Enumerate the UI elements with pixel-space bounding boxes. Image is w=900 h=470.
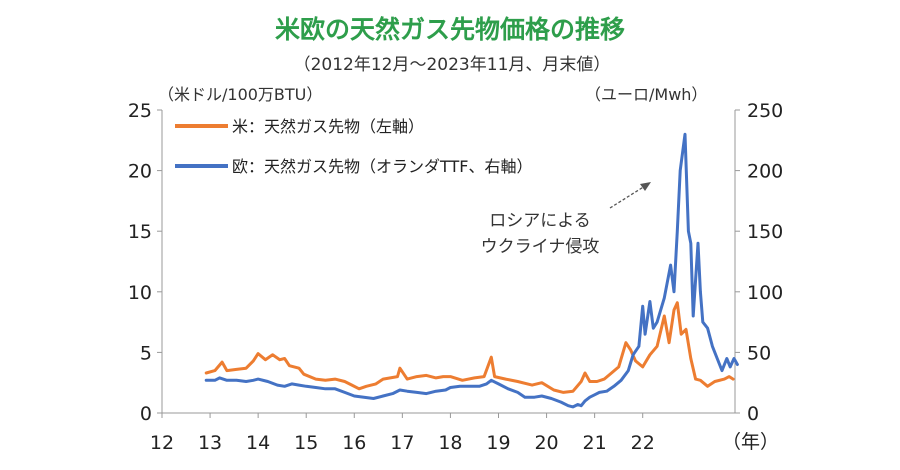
x-tick-label: 18 [438, 432, 462, 454]
x-axis-unit: （年） [722, 431, 779, 453]
annotation-arrow [609, 185, 646, 209]
legend-label-us: 米：天然ガス先物（左軸） [232, 117, 424, 136]
x-axis-ticks: 12 13 14 15 16 17 18 19 20 21 22 [150, 413, 655, 454]
legend-label-eu: 欧：天然ガス先物（オランダTTF、右軸） [232, 157, 532, 176]
series-line-eu-gas [204, 132, 739, 409]
left-tick-label: 15 [128, 221, 152, 243]
right-axis-unit: （ユーロ/Mwh） [585, 85, 707, 104]
left-tick-label: 0 [140, 403, 152, 425]
left-tick-label: 5 [140, 342, 152, 364]
legend: 米：天然ガス先物（左軸） 欧：天然ガス先物（オランダTTF、右軸） [175, 117, 532, 176]
x-tick-label: 19 [486, 432, 510, 454]
x-tick-label: 13 [198, 432, 222, 454]
left-axis-ticks: 0 5 10 15 20 25 [128, 100, 162, 425]
x-tick-label: 12 [150, 432, 174, 454]
right-tick-label: 100 [747, 282, 783, 304]
annotation: ロシアによる ウクライナ侵攻 [481, 182, 651, 257]
x-tick-label: 21 [583, 432, 607, 454]
x-tick-label: 16 [342, 432, 366, 454]
x-tick-label: 14 [246, 432, 270, 454]
annotation-arrowhead [640, 182, 651, 191]
right-tick-label: 0 [747, 403, 759, 425]
chart-title: 米欧の天然ガス先物価格の推移 [275, 15, 625, 44]
series-layer [204, 132, 739, 409]
right-tick-label: 200 [747, 161, 783, 183]
x-tick-label: 17 [390, 432, 414, 454]
right-tick-label: 150 [747, 221, 783, 243]
x-tick-label: 20 [534, 432, 558, 454]
x-tick-label: 22 [631, 432, 655, 454]
right-tick-label: 50 [747, 342, 771, 364]
chart-subtitle: （2012年12月～2023年11月、月末値） [294, 55, 611, 75]
left-axis-unit: （米ドル/100万BTU） [158, 85, 322, 104]
annotation-line-2: ウクライナ侵攻 [481, 237, 600, 257]
series-line-us-gas [204, 301, 735, 394]
right-axis-ticks: 0 50 100 150 200 250 [735, 100, 783, 425]
left-tick-label: 25 [128, 100, 152, 122]
right-tick-label: 250 [747, 100, 783, 122]
x-tick-label: 15 [294, 432, 318, 454]
annotation-line-1: ロシアによる [489, 211, 591, 231]
left-tick-label: 10 [128, 282, 152, 304]
left-tick-label: 20 [128, 161, 152, 183]
